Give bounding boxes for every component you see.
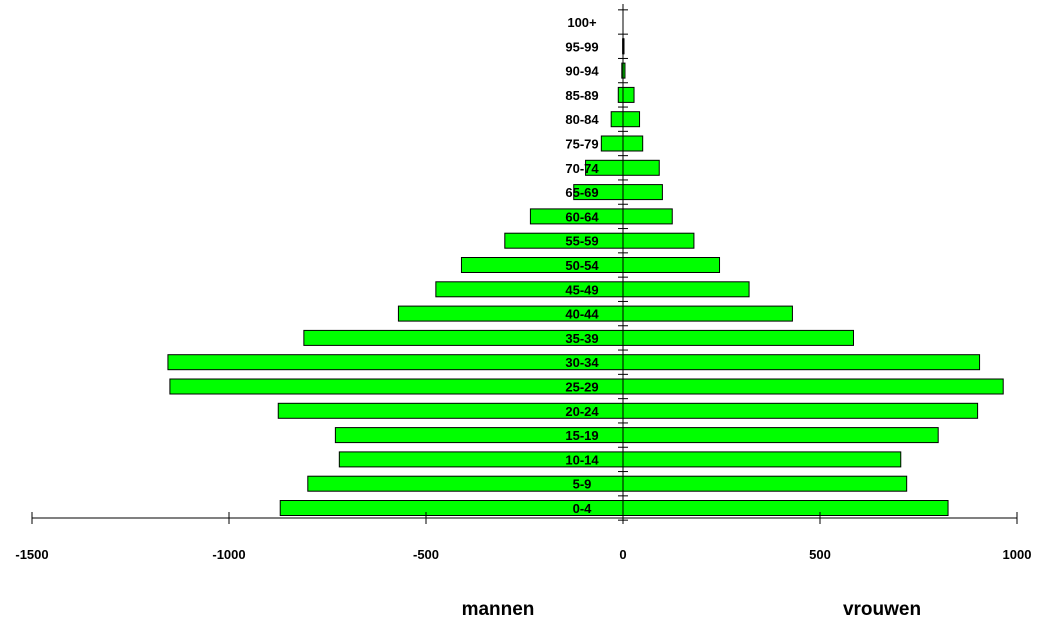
x-tick-label: 500 (809, 547, 831, 562)
bar-right-80-84 (622, 111, 641, 128)
x-tick-label: -1500 (15, 547, 48, 562)
x-tick-label: 0 (619, 547, 626, 562)
bar-right-40-44 (622, 305, 793, 322)
category-label-20-24: 20-24 (565, 404, 599, 419)
category-label-10-14: 10-14 (565, 452, 599, 467)
bars-group (167, 38, 1004, 516)
x-tick-label: 1000 (1003, 547, 1032, 562)
bar-right-15-19 (622, 427, 939, 444)
category-label-65-69: 65-69 (565, 185, 598, 200)
bar-right-50-54 (622, 257, 721, 273)
bar-left-85-89 (617, 86, 624, 103)
category-label-25-29: 25-29 (565, 380, 598, 395)
category-label-40-44: 40-44 (565, 307, 599, 322)
x-axis: -1500 -1000 -500 0 500 1000 (15, 4, 1031, 562)
category-label-0-4: 0-4 (573, 501, 593, 516)
bar-right-35-39 (622, 329, 854, 346)
bar-left-25-29 (169, 378, 624, 395)
category-label-90-94: 90-94 (565, 64, 599, 79)
category-label-80-84: 80-84 (565, 112, 599, 127)
bar-right-10-14 (622, 451, 902, 468)
category-labels: 0-4 5-9 10-14 15-19 20-24 25-29 30-34 35-39 40-4… (565, 15, 599, 516)
left-side-label: mannen (462, 599, 535, 620)
bar-right-85-89 (622, 86, 635, 103)
bar-right-30-34 (622, 354, 981, 371)
category-label-100+: 100+ (567, 15, 597, 30)
bar-right-5-9 (622, 475, 908, 492)
bar-right-60-64 (622, 208, 673, 225)
category-label-30-34: 30-34 (565, 355, 599, 370)
category-label-5-9: 5-9 (573, 477, 592, 492)
category-label-95-99: 95-99 (565, 39, 598, 54)
bar-left-0-4 (279, 500, 624, 516)
bar-right-45-49 (622, 281, 750, 298)
bar-right-75-79 (622, 135, 644, 152)
category-label-55-59: 55-59 (565, 234, 598, 249)
category-label-15-19: 15-19 (565, 428, 598, 443)
bar-right-25-29 (622, 378, 1004, 395)
bar-left-30-34 (167, 354, 624, 371)
category-label-50-54: 50-54 (565, 258, 599, 273)
bar-right-65-69 (622, 184, 663, 201)
bar-right-20-24 (622, 402, 979, 419)
bar-left-50-54 (460, 257, 624, 273)
bar-left-55-59 (504, 232, 624, 249)
bar-right-55-59 (622, 232, 695, 249)
x-tick-label: -1000 (212, 547, 245, 562)
category-label-70-74: 70-74 (565, 161, 599, 176)
category-label-60-64: 60-64 (565, 209, 599, 224)
bar-right-0-4 (622, 500, 949, 516)
bar-left-75-79 (600, 135, 624, 152)
category-label-45-49: 45-49 (565, 282, 598, 297)
category-label-85-89: 85-89 (565, 88, 598, 103)
x-tick-label: -500 (413, 547, 439, 562)
category-label-35-39: 35-39 (565, 331, 598, 346)
bar-right-70-74 (622, 159, 660, 176)
right-side-label: vrouwen (843, 599, 921, 620)
category-label-75-79: 75-79 (565, 137, 598, 152)
bar-left-80-84 (610, 111, 624, 128)
